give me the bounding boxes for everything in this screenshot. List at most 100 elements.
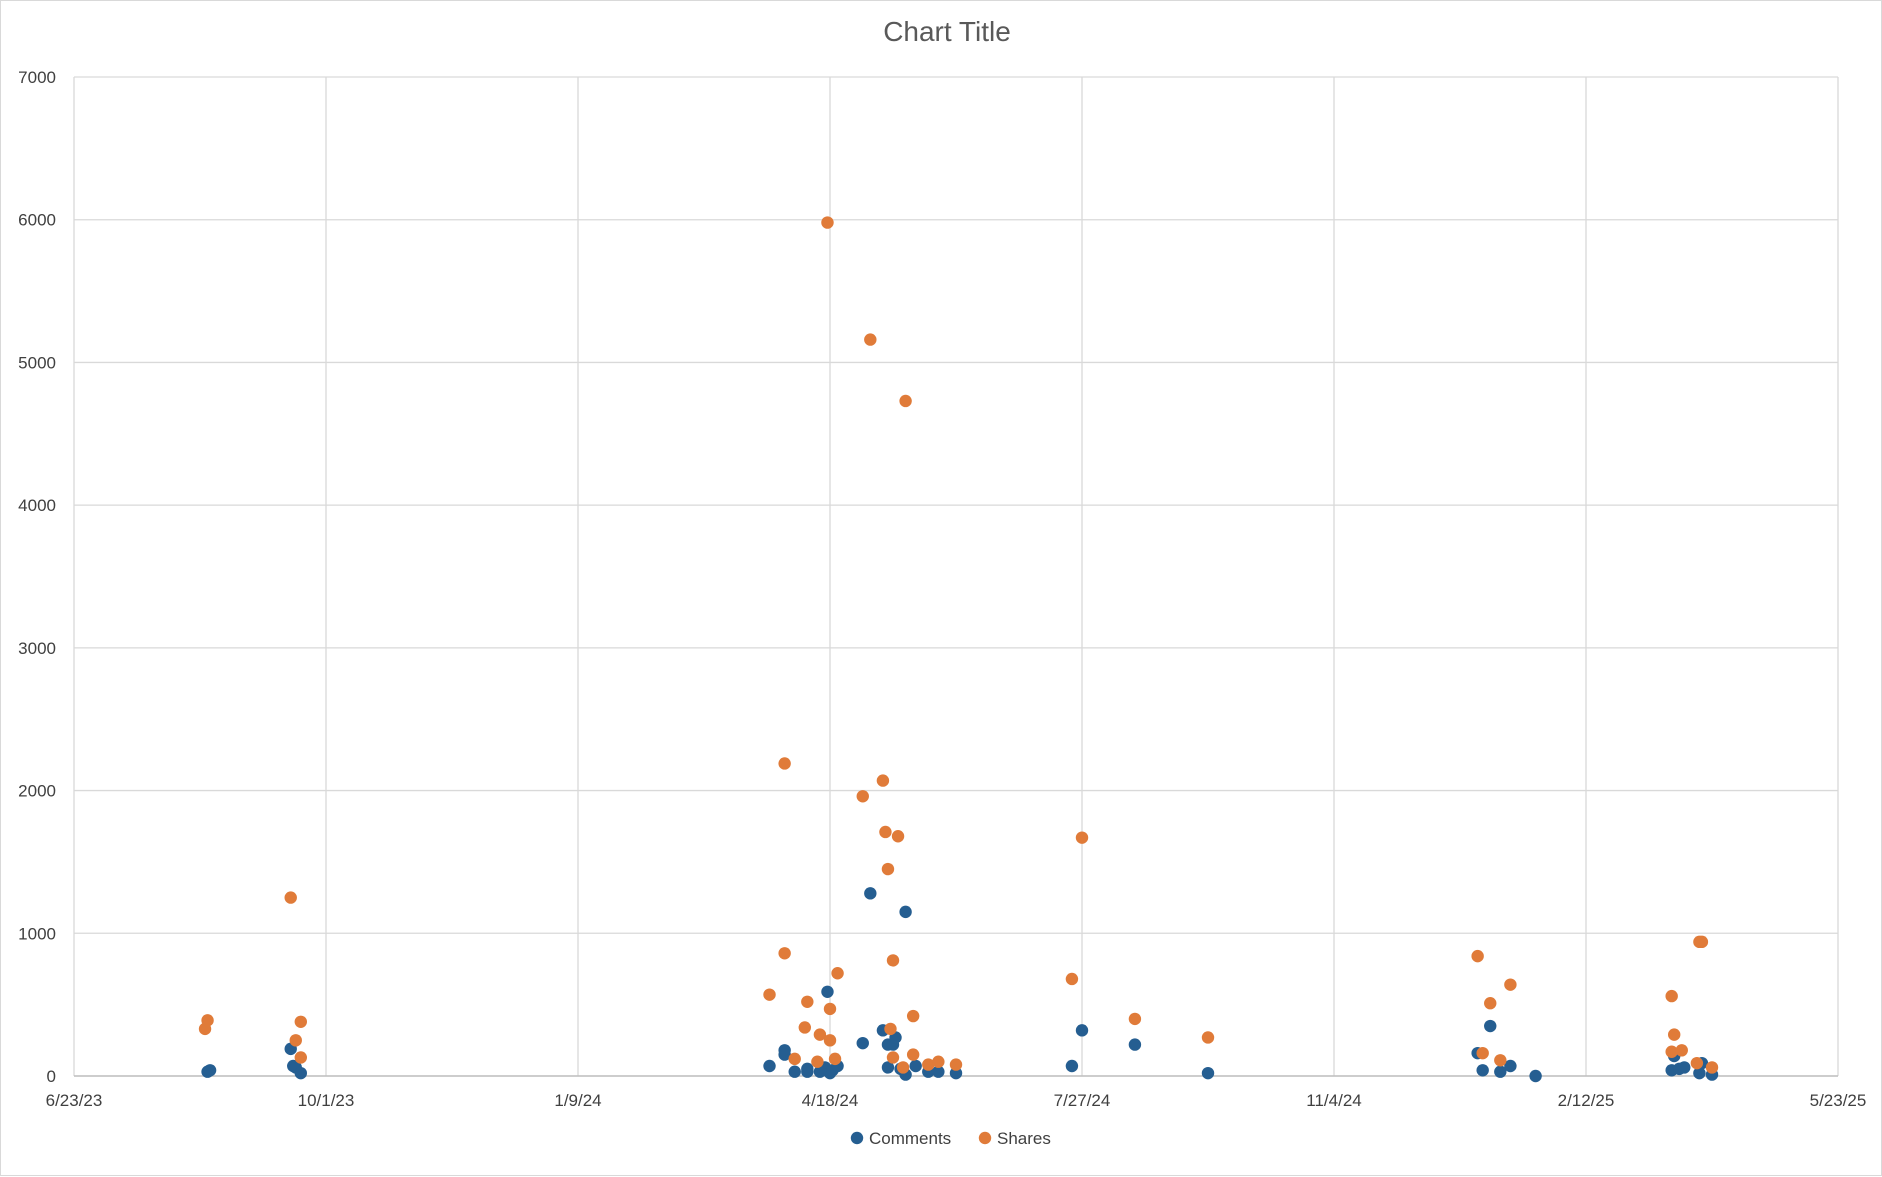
data-point-comments <box>1504 1059 1517 1073</box>
data-point-comments <box>881 1061 895 1074</box>
data-point-shares <box>811 1055 824 1068</box>
data-point-comments <box>778 1048 791 1061</box>
data-point-shares <box>886 954 900 967</box>
y-tick-label: 5000 <box>18 353 56 372</box>
data-point-shares <box>823 1002 837 1016</box>
x-tick-label: 5/23/25 <box>1810 1091 1867 1110</box>
data-point-comments <box>294 1066 307 1080</box>
data-point-comments <box>909 1059 922 1073</box>
data-point-shares <box>922 1058 935 1071</box>
data-point-shares <box>1128 1012 1142 1026</box>
x-tick-label: 11/4/24 <box>1306 1091 1361 1110</box>
data-point-shares <box>1075 831 1089 844</box>
data-point-shares <box>831 967 844 980</box>
axis-tick-labels: 0 1000 2000 3000 4000 5000 6000 7000 6/23/23 10/1… <box>18 68 1866 1110</box>
data-point-shares <box>1690 1056 1704 1070</box>
data-point-shares <box>778 947 791 960</box>
data-point-comments <box>1529 1069 1542 1083</box>
x-tick-label: 6/23/23 <box>46 1091 103 1110</box>
legend-marker <box>978 1131 992 1145</box>
x-tick-label: 2/12/25 <box>1558 1091 1615 1110</box>
data-point-shares <box>1668 1028 1681 1041</box>
x-tick-label: 1/9/24 <box>554 1091 601 1110</box>
data-point-comments <box>864 887 877 900</box>
data-point-shares <box>294 1051 307 1064</box>
legend-marker <box>850 1131 864 1145</box>
y-tick-label: 7000 <box>18 68 56 87</box>
data-point-shares <box>1695 935 1709 949</box>
chart-title: Chart Title <box>883 16 1011 47</box>
data-point-shares <box>856 790 869 803</box>
data-point-shares <box>201 1014 214 1027</box>
data-point-shares <box>1065 972 1079 986</box>
data-point-shares <box>1494 1054 1507 1067</box>
data-point-shares <box>788 1052 801 1066</box>
data-point-comments <box>1484 1019 1497 1033</box>
data-point-shares <box>798 1021 811 1034</box>
legend-label: Shares <box>997 1129 1051 1148</box>
data-point-shares <box>294 1015 307 1028</box>
data-point-shares <box>864 333 877 346</box>
series-comments <box>201 887 1719 1083</box>
data-point-shares <box>801 995 814 1008</box>
data-point-shares <box>879 825 892 839</box>
data-point-shares <box>1705 1061 1719 1074</box>
x-tick-label: 10/1/23 <box>298 1091 355 1110</box>
data-point-shares <box>876 774 890 787</box>
data-point-shares <box>886 1051 900 1064</box>
data-point-shares <box>881 862 895 876</box>
data-point-comments <box>763 1059 776 1073</box>
legend: Comments Shares <box>850 1129 1051 1148</box>
data-point-shares <box>823 1034 837 1047</box>
data-point-shares <box>1504 978 1517 991</box>
data-point-comments <box>899 905 912 919</box>
y-tick-label: 4000 <box>18 496 56 515</box>
data-point-shares <box>1476 1046 1489 1060</box>
data-point-shares <box>1675 1044 1688 1057</box>
data-point-comments <box>1494 1065 1507 1078</box>
data-point-shares <box>821 216 834 229</box>
data-point-comments <box>788 1065 801 1078</box>
data-point-shares <box>884 1022 897 1036</box>
data-point-comments <box>1693 1066 1706 1080</box>
data-point-shares <box>899 394 912 408</box>
data-point-shares <box>284 891 297 904</box>
data-point-shares <box>828 1052 842 1066</box>
data-point-comments <box>1678 1061 1691 1074</box>
y-tick-label: 0 <box>47 1067 56 1086</box>
legend-item-comments: Comments <box>850 1129 951 1148</box>
data-point-comments <box>1201 1066 1215 1080</box>
x-tick-label: 7/27/24 <box>1054 1091 1111 1110</box>
data-point-comments <box>801 1065 814 1078</box>
data-point-shares <box>778 757 791 770</box>
data-point-shares <box>906 1009 920 1023</box>
data-point-comments <box>821 985 834 998</box>
data-point-comments <box>1128 1038 1142 1051</box>
data-point-comments <box>1476 1064 1489 1077</box>
y-tick-label: 2000 <box>18 782 56 801</box>
data-point-comments <box>203 1064 217 1077</box>
data-point-shares <box>289 1034 302 1047</box>
data-point-comments <box>1065 1059 1079 1073</box>
y-tick-label: 3000 <box>18 639 56 658</box>
y-tick-label: 6000 <box>18 211 56 230</box>
data-point-comments <box>856 1036 869 1050</box>
series-shares <box>198 216 1719 1074</box>
data-point-shares <box>813 1028 827 1041</box>
data-point-shares <box>932 1055 945 1068</box>
data-point-comments <box>949 1066 963 1080</box>
data-points <box>198 216 1719 1083</box>
data-point-shares <box>896 1061 910 1074</box>
data-point-comments <box>1075 1024 1089 1037</box>
data-point-shares <box>763 988 776 1001</box>
data-point-shares <box>906 1048 920 1061</box>
y-tick-label: 1000 <box>18 924 56 943</box>
data-point-shares <box>1201 1031 1215 1044</box>
data-point-shares <box>1484 997 1497 1010</box>
data-point-shares <box>949 1058 963 1071</box>
data-point-shares <box>1471 949 1484 963</box>
data-point-shares <box>1665 1045 1678 1058</box>
data-point-shares <box>1665 989 1678 1003</box>
